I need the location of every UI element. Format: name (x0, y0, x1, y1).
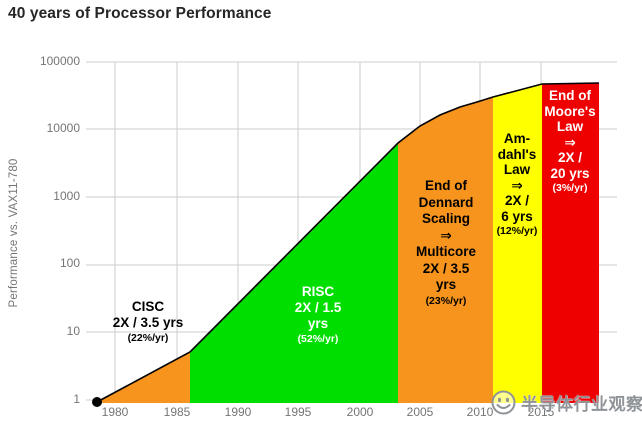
dennard-rate: (23%/yr) (425, 294, 467, 307)
y-axis-title: Performance vs. VAX11-780 (8, 158, 20, 308)
watermark-text: 半导体行业观察 (521, 395, 642, 414)
cisc-rate: (22%/yr) (127, 332, 169, 344)
y-tick-10000: 10000 (46, 121, 80, 135)
wechat-smiley-icon (491, 390, 516, 415)
x-tick-2005: 2005 (406, 405, 434, 419)
dennard-arrow: ⇒ (440, 227, 452, 243)
risc-name: RISC (301, 284, 335, 299)
moore-growth-2: 20 yrs (550, 165, 590, 181)
cisc-era-label: CISC 2X / 3.5 yrs (22%/yr) (88, 299, 208, 345)
watermark: 半导体行业观察 (489, 388, 642, 417)
amdahl-line-3: Law (503, 162, 531, 177)
y-tick-1: 1 (73, 392, 80, 406)
x-tick-2010: 2010 (466, 405, 494, 419)
risc-growth: 2X / 1.5 (294, 300, 342, 315)
moore-line-3: Law (556, 119, 584, 134)
y-tick-100000: 100000 (39, 54, 80, 68)
risc-growth-2: yrs (307, 316, 329, 331)
moore-line-1: End of (549, 88, 591, 103)
moore-line-2: Moore's (544, 103, 596, 119)
dennard-era-label: End of Dennard Scaling ⇒ Multicore 2X / … (396, 178, 496, 308)
cisc-growth: 2X / 3.5 yrs (112, 315, 184, 330)
x-tick-1995: 1995 (284, 405, 312, 419)
moore-rate: (3%/yr) (552, 182, 588, 194)
x-tick-1980: 1980 (101, 405, 129, 419)
moore-arrow: ⇒ (564, 134, 576, 150)
x-tick-1985: 1985 (163, 405, 191, 419)
chart-title: 40 years of Processor Performance (8, 5, 272, 22)
moore-growth: 2X / (557, 150, 582, 165)
dennard-line-2: Dennard (418, 194, 474, 210)
dennard-line-3: Scaling (421, 211, 470, 226)
dennard-era-area (398, 97, 493, 403)
dennard-line-4: Multicore (415, 244, 476, 259)
amdahl-arrow: ⇒ (511, 177, 523, 193)
risc-rate: (52%/yr) (297, 333, 339, 345)
y-tick-10: 10 (66, 324, 80, 338)
risc-era-label: RISC 2X / 1.5 yrs (52%/yr) (268, 284, 368, 346)
curve-start-point (92, 397, 102, 407)
y-tick-100: 100 (59, 256, 80, 270)
amdahl-line-2: dahl's (497, 146, 537, 162)
performance-curve (96, 82, 600, 403)
amdahl-era-label: Am- dahl's Law ⇒ 2X / 6 yrs (12%/yr) (487, 131, 547, 238)
dennard-line-1: End of (425, 178, 467, 193)
cisc-name: CISC (131, 299, 165, 314)
amdahl-growth-2: 6 yrs (501, 208, 533, 224)
amdahl-era-area (493, 84, 542, 403)
amdahl-growth: 2X / (504, 193, 529, 208)
x-tick-2000: 2000 (346, 405, 374, 419)
x-tick-2015: 2015 (527, 405, 555, 419)
amdahl-line-1: Am- (503, 131, 531, 146)
dennard-growth: 2X / 3.5 (422, 260, 470, 276)
amdahl-rate: (12%/yr) (496, 225, 538, 237)
x-tick-1990: 1990 (224, 405, 252, 419)
y-tick-1000: 1000 (53, 189, 80, 203)
dennard-growth-2: yrs (435, 277, 457, 292)
risc-era-area (190, 143, 398, 403)
moore-era-area (542, 83, 599, 403)
moore-era-label: End of Moore's Law ⇒ 2X / 20 yrs (3%/yr) (538, 88, 602, 195)
